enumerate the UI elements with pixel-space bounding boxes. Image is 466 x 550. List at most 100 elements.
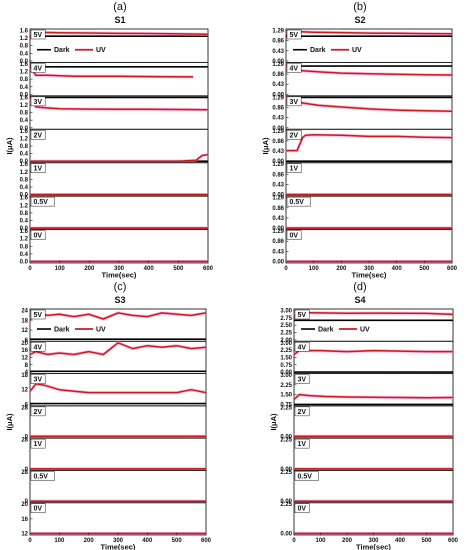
legend-uv-label: UV: [352, 47, 362, 54]
panel-letter-c: (c): [114, 281, 127, 293]
y-tick-label: 0.75: [280, 363, 292, 369]
y-tick-label: 2.25: [280, 330, 292, 336]
strip-frame: [293, 405, 454, 439]
x-tick-label: 500: [172, 538, 183, 544]
y-tick-label: 0.00: [272, 260, 284, 266]
y-tick-label: 12: [21, 532, 28, 538]
uv-series-line: [29, 383, 207, 394]
x-tick-label: 300: [114, 266, 125, 272]
voltage-label-box: [286, 230, 302, 240]
voltage-label: 0.5V: [290, 199, 305, 206]
strip-s4-3V: 0.75 1.50 2.25 3.00 3V: [280, 373, 454, 408]
y-tick-label: 0.8: [20, 177, 29, 183]
y-tick-label: 1.50: [280, 393, 292, 399]
x-tick-label: 400: [144, 266, 155, 272]
strip-s1-0V: 0.0 0.4 0.81.2 1.6 0V: [20, 229, 209, 266]
x-tick-label: 600: [448, 538, 459, 544]
y-tick-label: 1.2: [20, 103, 29, 109]
y-tick-label: 1.2: [20, 203, 29, 209]
voltage-label: 4V: [298, 344, 307, 351]
y-tick-label: 0.43: [272, 82, 284, 88]
y-tick-label: 0.43: [272, 149, 284, 155]
voltage-label: 3V: [298, 377, 307, 384]
panel-letter-d: (d): [353, 281, 366, 293]
y-tick-label: 1.2: [20, 36, 29, 42]
voltage-label-box: [294, 374, 310, 384]
y-tick-label: 28: [21, 470, 28, 476]
voltage-label-box: [30, 503, 46, 513]
x-tick-label: 200: [342, 538, 353, 544]
voltage-label-box: [30, 196, 55, 207]
x-tick-label: 400: [142, 538, 153, 544]
uv-series-line: [285, 96, 453, 113]
strip-s2-5V: 0.00 0.43 0.86 1.29 5V Dark UV: [272, 29, 453, 65]
x-tick-label: 100: [309, 266, 320, 272]
y-tick-label: 2.50: [280, 323, 292, 329]
strip-s3-0V: 12 16 20 0V: [21, 502, 207, 538]
uv-series-line: [29, 97, 209, 111]
strip-s2-2V: 0.00 0.43 0.86 1.29 2V: [272, 129, 453, 165]
voltage-label: 2V: [290, 132, 299, 139]
panel-title-s2: S2: [354, 15, 365, 25]
y-tick-label: 1.50: [280, 355, 292, 361]
y-tick-label: 0.4: [20, 185, 29, 191]
y-tick-label: 0.43: [272, 249, 284, 255]
y-axis-label: I(μA): [5, 137, 14, 155]
voltage-label: 4V: [290, 65, 299, 72]
strip-s1-2V: 0.00.40.81.21.62V: [20, 129, 209, 165]
y-tick-label: 1.6: [20, 62, 29, 68]
x-tick-label: 200: [84, 538, 95, 544]
voltage-label: 5V: [290, 32, 299, 39]
y-tick-label: 1.6: [20, 95, 29, 101]
y-tick-label: 0.0: [20, 226, 29, 232]
y-tick-label: 16: [21, 517, 28, 523]
x-tick-label: 600: [447, 266, 458, 272]
voltage-label-box: [294, 406, 310, 417]
y-tick-label: 1.6: [20, 229, 29, 235]
voltage-label-box: [286, 163, 302, 173]
y-tick-label: 0.0: [20, 59, 29, 65]
strip-frame: [293, 437, 454, 471]
uv-series-glow: [30, 153, 209, 163]
y-tick-label: 1.29: [272, 229, 284, 235]
x-tick-label: 600: [203, 266, 214, 272]
x-tick-label: 400: [395, 538, 406, 544]
y-tick-label: 0.00: [280, 435, 292, 441]
strip-frame: [285, 195, 453, 231]
y-tick-label: 3.00: [280, 341, 292, 347]
y-tick-label: 1.2: [20, 70, 29, 76]
legend-dark-label: Dark: [318, 327, 334, 334]
voltage-label-box: [286, 63, 302, 73]
y-tick-label: 20: [21, 341, 28, 347]
x-tick-label: 0: [28, 538, 32, 544]
y-tick-label: 0: [25, 435, 29, 441]
y-tick-label: 1.29: [272, 196, 284, 202]
y-tick-label: 0.00: [280, 370, 292, 376]
x-axis-label: Time(sec): [101, 543, 136, 550]
strip-s2-1V: 0.00 0.43 0.86 1.29 1V: [272, 162, 453, 199]
voltage-label-box: [294, 471, 319, 481]
y-tick-label: 0.86: [272, 39, 284, 45]
y-tick-label: 0.4: [20, 218, 29, 224]
y-tick-label: 0.86: [272, 239, 284, 245]
strip-frame: [29, 162, 209, 197]
y-tick-label: 28: [21, 405, 28, 411]
x-tick-label: 300: [364, 266, 375, 272]
x-tick-label: 300: [113, 538, 124, 544]
y-tick-label: 0.00: [272, 126, 284, 132]
voltage-label-box: [30, 374, 46, 384]
y-tick-label: 0.4: [20, 85, 29, 91]
legend-dark-label: Dark: [54, 327, 70, 334]
y-tick-label: 1.2: [20, 170, 29, 176]
voltage-label-box: [294, 309, 310, 320]
y-tick-label: 0.4: [20, 252, 29, 258]
x-tick-label: 0: [284, 266, 288, 272]
y-tick-label: 1.6: [20, 196, 29, 202]
